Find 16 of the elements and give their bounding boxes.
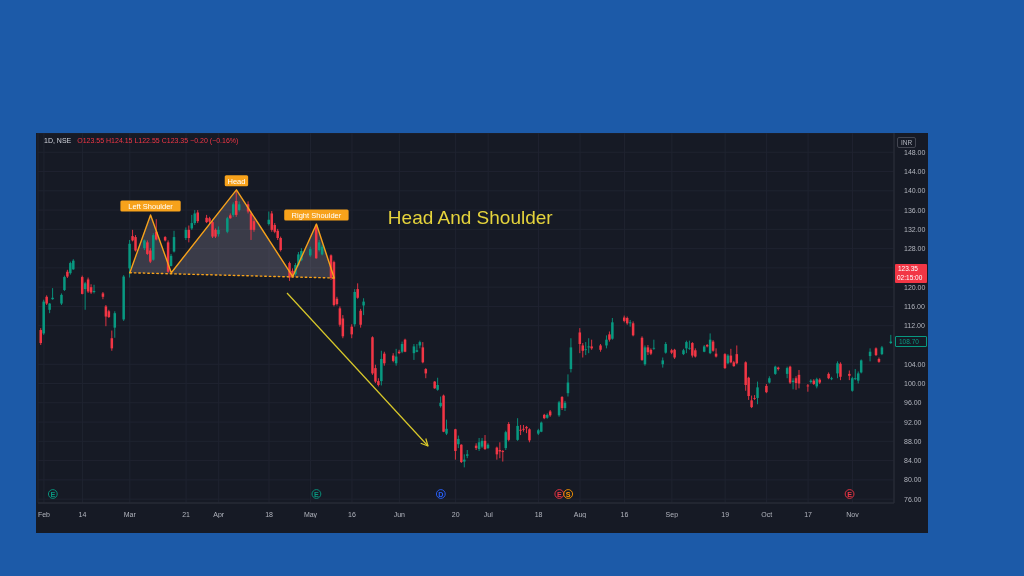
candlestick (652, 339, 656, 351)
candlestick (756, 381, 759, 405)
candlestick (628, 319, 632, 328)
candlestick (587, 337, 590, 354)
candlestick (359, 308, 362, 329)
candlestick (516, 417, 519, 442)
annotation: Head And Shoulder (387, 207, 553, 229)
candlestick (688, 340, 691, 351)
candlestick (611, 317, 614, 341)
candlestick (519, 424, 522, 436)
candlestick (460, 443, 463, 464)
candlestick (463, 453, 466, 468)
candlestick (806, 383, 810, 393)
candlestick (362, 297, 365, 316)
candlestick (501, 449, 505, 463)
candlestick (507, 421, 510, 442)
